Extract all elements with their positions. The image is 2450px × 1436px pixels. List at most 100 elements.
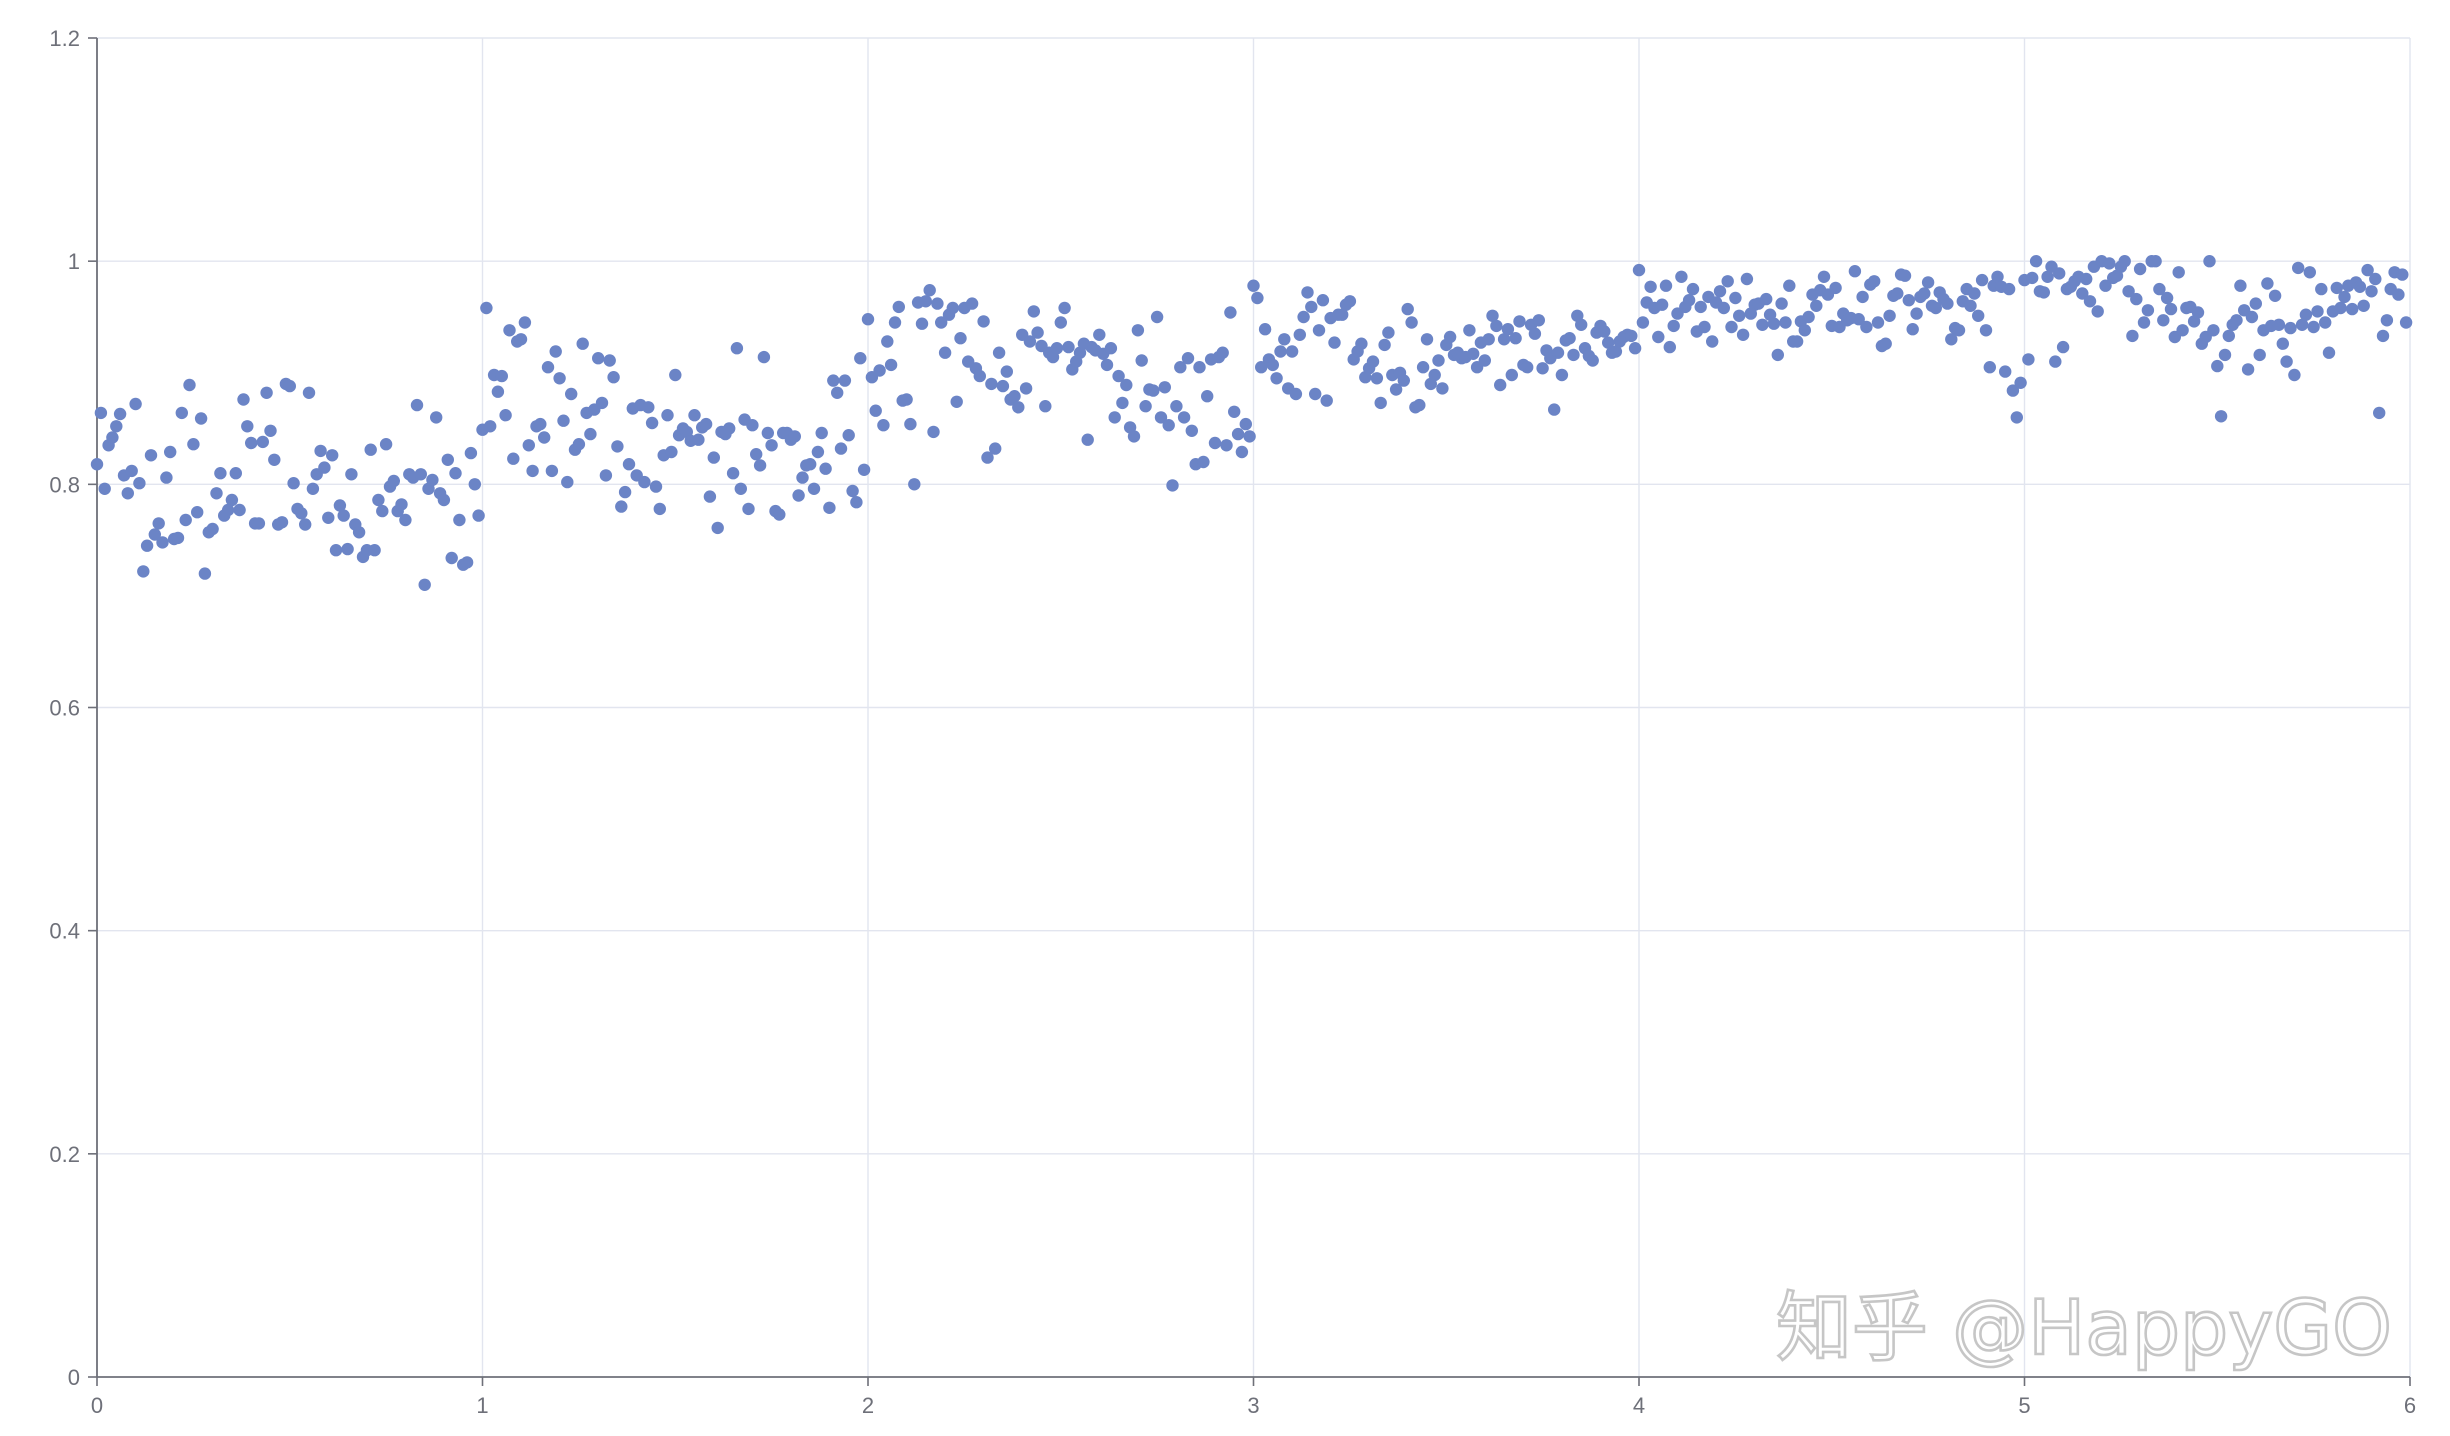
data-point [1366, 355, 1380, 368]
data-point [576, 337, 589, 350]
data-point [1177, 411, 1191, 424]
data-point [1563, 332, 1576, 345]
data-point [649, 480, 663, 493]
data-point [992, 346, 1006, 359]
data-point [2083, 295, 2097, 308]
data-point [1991, 270, 2004, 283]
data-point [2056, 340, 2070, 354]
data-point [1829, 281, 1842, 295]
data-point [935, 316, 948, 329]
data-point [1108, 411, 1121, 424]
data-point [1382, 326, 1395, 339]
data-point [1790, 335, 1804, 348]
data-point [314, 444, 327, 458]
data-point [2376, 329, 2390, 343]
data-point [761, 426, 774, 440]
data-point [977, 315, 990, 328]
data-point [2049, 355, 2062, 368]
data-point [295, 507, 308, 520]
data-point [376, 504, 389, 518]
data-point [1686, 282, 1700, 296]
data-point [2365, 285, 2378, 298]
data-point [2295, 318, 2309, 331]
data-point [352, 526, 366, 539]
data-point [113, 407, 127, 421]
data-point [757, 350, 771, 364]
data-point [1698, 320, 1711, 334]
data-point [1008, 390, 1021, 403]
data-point [565, 387, 578, 401]
data-point [1952, 324, 1966, 337]
data-point [1374, 396, 1387, 410]
data-point [919, 295, 932, 308]
data-point [1231, 427, 1245, 441]
data-point [148, 528, 161, 541]
data-point [954, 332, 967, 345]
y-tick-label: 0.6 [49, 696, 80, 721]
data-point [164, 445, 177, 459]
data-point [1721, 275, 1734, 288]
data-point [2218, 348, 2232, 362]
data-point [2272, 318, 2286, 331]
data-point [1509, 332, 1522, 345]
data-point [333, 499, 347, 512]
data-point [1166, 479, 1179, 492]
data-point [1197, 455, 1210, 469]
data-point [495, 369, 508, 383]
data-point [1416, 361, 1430, 374]
data-point [2191, 306, 2205, 319]
data-point [379, 438, 393, 451]
data-point [140, 539, 154, 552]
data-point [1467, 347, 1480, 360]
data-point [1378, 338, 1391, 352]
data-point [1239, 417, 1253, 431]
data-point [888, 316, 902, 329]
data-point [430, 411, 443, 424]
x-tick-label: 3 [1247, 1393, 1259, 1418]
data-point [329, 544, 343, 557]
data-point [869, 404, 882, 417]
data-point [1258, 323, 1272, 336]
data-point [595, 396, 609, 410]
x-tick-label: 5 [2018, 1393, 2030, 1418]
data-point [1494, 378, 1507, 392]
data-point [2002, 282, 2016, 296]
data-point [1027, 305, 1041, 318]
data-point [1902, 294, 1916, 307]
data-point [1336, 308, 1349, 321]
data-point [927, 425, 940, 439]
data-point [730, 342, 744, 355]
data-point [1289, 387, 1303, 401]
data-point [1185, 424, 1199, 437]
data-point [2122, 285, 2135, 298]
data-point [1193, 361, 1206, 374]
data-point [1717, 301, 1731, 315]
data-point [1266, 358, 1280, 372]
data-point [152, 517, 165, 530]
data-point [337, 509, 350, 522]
y-tick-label: 0.4 [49, 919, 80, 944]
data-point [2130, 292, 2143, 306]
data-point [2373, 406, 2386, 420]
data-point [1478, 354, 1492, 367]
data-point [549, 345, 562, 358]
data-point [1158, 381, 1172, 394]
data-point [804, 458, 817, 471]
data-point [1848, 265, 1862, 278]
data-point [1575, 318, 1588, 331]
data-point [183, 378, 196, 392]
data-point [94, 406, 108, 420]
data-point [838, 374, 852, 387]
data-point [938, 346, 952, 359]
data-point [160, 471, 173, 484]
data-point [1910, 307, 1923, 320]
data-point [711, 521, 724, 535]
data-point [788, 430, 801, 443]
data-point [1436, 382, 1449, 395]
data-point [2222, 329, 2235, 343]
data-point [514, 333, 528, 346]
data-point [2010, 411, 2024, 424]
data-point [1170, 400, 1183, 413]
data-point [2307, 320, 2320, 334]
data-point [1131, 324, 1145, 337]
